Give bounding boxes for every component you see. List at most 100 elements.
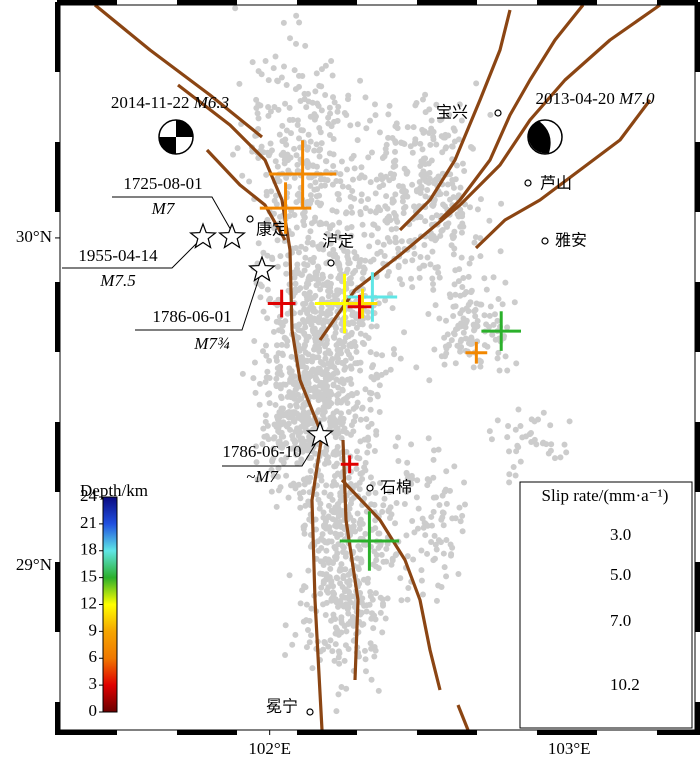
seismicity-dot bbox=[504, 367, 511, 374]
seismicity-dot bbox=[446, 111, 453, 118]
seismicity-dot bbox=[380, 241, 387, 248]
seismicity-dot bbox=[332, 329, 339, 336]
seismicity-dot bbox=[370, 625, 377, 632]
seismicity-dot bbox=[334, 359, 341, 366]
seismicity-dot bbox=[274, 237, 281, 244]
seismicity-dot bbox=[392, 157, 399, 164]
seismicity-dot bbox=[412, 102, 419, 109]
seismicity-dot bbox=[400, 194, 407, 201]
seismicity-dot bbox=[318, 140, 325, 147]
seismicity-dot bbox=[271, 104, 278, 111]
seismicity-dot bbox=[471, 239, 478, 246]
seismicity-dot bbox=[283, 141, 290, 148]
seismicity-dot bbox=[424, 186, 431, 193]
seismicity-dot bbox=[448, 337, 455, 344]
seismicity-dot bbox=[456, 504, 463, 511]
event-magnitude: M7.5 bbox=[99, 271, 135, 290]
seismicity-dot bbox=[322, 611, 329, 618]
seismicity-dot bbox=[367, 640, 374, 647]
seismicity-dot bbox=[265, 391, 272, 398]
seismicity-dot bbox=[433, 597, 440, 604]
seismicity-dot bbox=[468, 334, 475, 341]
seismicity-dot bbox=[374, 239, 381, 246]
seismicity-dot bbox=[414, 525, 421, 532]
seismicity-dot bbox=[329, 72, 336, 79]
seismicity-dot bbox=[236, 80, 243, 87]
seismicity-dot bbox=[403, 170, 410, 177]
seismicity-dot bbox=[362, 257, 369, 264]
seismicity-dot bbox=[323, 482, 330, 489]
seismicity-dot bbox=[328, 400, 335, 407]
seismicity-dot bbox=[260, 308, 267, 315]
seismicity-dot bbox=[430, 201, 437, 208]
seismicity-dot bbox=[323, 402, 330, 409]
seismicity-dot bbox=[303, 601, 310, 608]
seismicity-dot bbox=[456, 101, 463, 108]
seismicity-dot bbox=[436, 502, 443, 509]
seismicity-dot bbox=[249, 59, 256, 66]
seismicity-dot bbox=[424, 254, 431, 261]
seismicity-dot bbox=[441, 488, 448, 495]
seismicity-dot bbox=[373, 176, 380, 183]
seismicity-dot bbox=[351, 195, 358, 202]
seismicity-dot bbox=[305, 131, 312, 138]
seismicity-dot bbox=[319, 310, 326, 317]
seismicity-dot bbox=[383, 193, 390, 200]
seismicity-dot bbox=[443, 223, 450, 230]
seismicity-dot bbox=[308, 632, 315, 639]
slip-cross bbox=[259, 182, 312, 234]
seismicity-dot bbox=[267, 108, 274, 115]
seismicity-dot bbox=[257, 294, 264, 301]
seismicity-dot bbox=[301, 267, 308, 274]
seismicity-dot bbox=[459, 528, 466, 535]
seismicity-dot bbox=[367, 474, 374, 481]
seismicity-dot bbox=[338, 435, 345, 442]
town-marker bbox=[366, 484, 374, 492]
seismicity-dot bbox=[239, 172, 246, 179]
seismicity-dot bbox=[407, 237, 414, 244]
seismicity-dot bbox=[302, 349, 309, 356]
seismicity-dot bbox=[298, 456, 305, 463]
seismicity-dot bbox=[327, 280, 334, 287]
seismicity-dot bbox=[495, 349, 502, 356]
seismicity-dot bbox=[370, 362, 377, 369]
seismicity-dot bbox=[290, 436, 297, 443]
seismicity-dot bbox=[449, 515, 456, 522]
seismicity-dot bbox=[459, 213, 466, 220]
seismicity-dot bbox=[376, 530, 383, 537]
seismicity-dot bbox=[494, 317, 501, 324]
seismicity-dot bbox=[294, 161, 301, 168]
seismicity-dot bbox=[323, 571, 330, 578]
seismicity-dot bbox=[264, 216, 271, 223]
epicenter-star bbox=[188, 222, 218, 249]
seismicity-dot bbox=[363, 416, 370, 423]
seismicity-dot bbox=[347, 618, 354, 625]
seismicity-dot bbox=[331, 463, 338, 470]
seismicity-dot bbox=[364, 309, 371, 316]
seismicity-dot bbox=[400, 210, 407, 217]
seismicity-dot bbox=[340, 415, 347, 422]
seismicity-dot bbox=[362, 668, 369, 675]
seismicity-dot bbox=[279, 322, 286, 329]
seismicity-dot bbox=[411, 250, 418, 257]
seismicity-dot bbox=[563, 449, 570, 456]
seismicity-dot bbox=[306, 489, 313, 496]
town-marker bbox=[541, 237, 549, 245]
epicenter-star bbox=[247, 255, 277, 282]
x-tick-label: 103°E bbox=[548, 739, 591, 758]
town-label: 雅安 bbox=[555, 231, 587, 250]
seismicity-dot bbox=[306, 617, 313, 624]
seismicity-dot bbox=[277, 363, 284, 370]
seismicity-dot bbox=[402, 203, 409, 210]
seismicity-dot bbox=[294, 122, 301, 129]
colorbar-title: Depth/km bbox=[80, 481, 148, 500]
seismicity-dot bbox=[371, 101, 378, 108]
seismicity-dot bbox=[286, 104, 293, 111]
seismicity-dot bbox=[303, 104, 310, 111]
seismicity-dot bbox=[304, 239, 311, 246]
seismicity-dot bbox=[357, 77, 364, 84]
seismicity-dot bbox=[265, 104, 272, 111]
seismicity-dot bbox=[292, 280, 299, 287]
seismicity-dot bbox=[294, 117, 301, 124]
seismicity-dot bbox=[361, 231, 368, 238]
